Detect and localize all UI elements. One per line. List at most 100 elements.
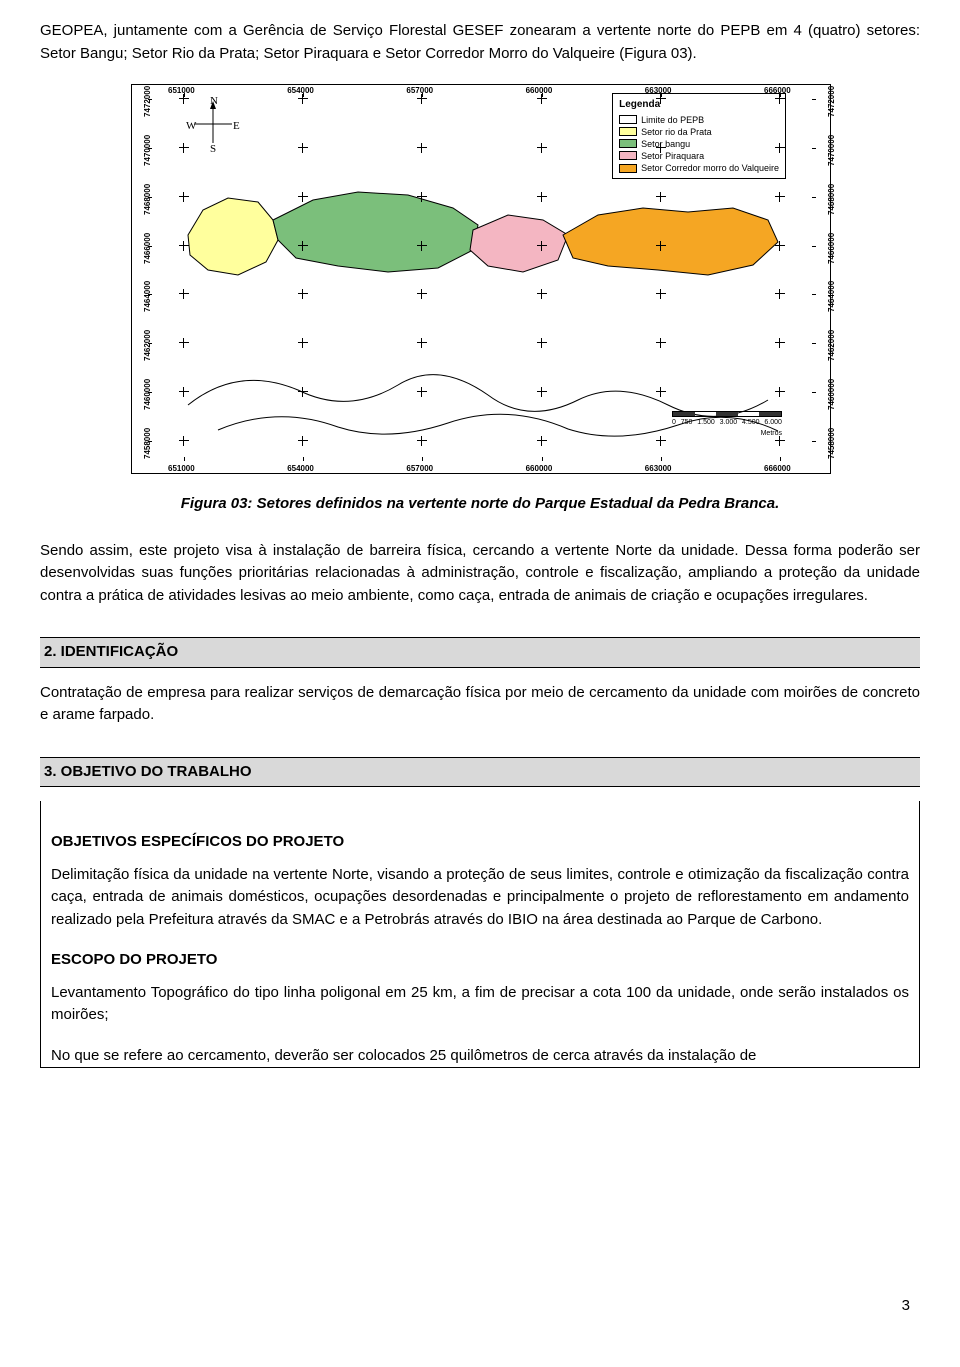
y-tick-label: 7468000 [826, 184, 838, 215]
x-tick-label: 663000 [645, 463, 672, 475]
scale-label: 6.000 [764, 418, 782, 429]
grid-cross [537, 143, 547, 153]
grid-cross [775, 289, 785, 299]
scale-label: 4.500 [742, 418, 760, 429]
grid-cross [537, 436, 547, 446]
grid-cross [298, 387, 308, 397]
grid-cross [417, 436, 427, 446]
legend-label: Setor Piraquara [641, 150, 704, 162]
scale-unit: Metros [672, 429, 782, 440]
zoning-shapes [178, 180, 788, 290]
scale-label: 3.000 [720, 418, 738, 429]
legend-item: Setor Piraquara [619, 150, 779, 162]
y-tick-label: 7466000 [142, 232, 154, 263]
section-3-p3: No que se refere ao cercamento, deverão … [51, 1045, 909, 1068]
grid-cross [298, 289, 308, 299]
grid-cross [179, 387, 189, 397]
section-3-p1: Delimitação física da unidade na vertent… [51, 864, 909, 932]
y-tick-label: 7472000 [826, 86, 838, 117]
y-tick-label: 7470000 [142, 135, 154, 166]
page-number: 3 [902, 1295, 910, 1318]
legend-item: Setor Corredor morro do Valqueire [619, 162, 779, 174]
grid-cross [537, 192, 547, 202]
y-tick-label: 7462000 [826, 330, 838, 361]
grid-cross [656, 338, 666, 348]
grid-cross [656, 436, 666, 446]
grid-cross [179, 289, 189, 299]
grid-cross [537, 387, 547, 397]
y-tick-label: 7468000 [142, 184, 154, 215]
grid-cross [179, 143, 189, 153]
x-tick-label: 666000 [764, 463, 791, 475]
legend-swatch [619, 164, 637, 173]
y-tick-label: 7470000 [826, 135, 838, 166]
intro-paragraph: GEOPEA, juntamente com a Gerência de Ser… [40, 20, 920, 65]
legend-item: Setor rio da Prata [619, 126, 779, 138]
compass-e: E [233, 118, 240, 135]
grid-cross [775, 436, 785, 446]
grid-cross [775, 192, 785, 202]
section-3-sub1: OBJETIVOS ESPECÍFICOS DO PROJETO [51, 831, 909, 854]
x-tick-label: 657000 [406, 463, 433, 475]
grid-cross [775, 338, 785, 348]
legend-swatch [619, 127, 637, 136]
legend-swatch [619, 139, 637, 148]
section-3-sub2: ESCOPO DO PROJETO [51, 949, 909, 972]
legend-label: Setor rio da Prata [641, 126, 712, 138]
compass-w: W [186, 118, 196, 135]
grid-cross [417, 289, 427, 299]
legend-label: Limite do PEPB [641, 114, 704, 126]
grid-cross [417, 192, 427, 202]
grid-cross [179, 241, 189, 251]
legend-swatch [619, 151, 637, 160]
compass-rose: N E S W [188, 99, 238, 149]
section-3-p2: Levantamento Topográfico do tipo linha p… [51, 982, 909, 1027]
legend-label: Setor Corredor morro do Valqueire [641, 162, 779, 174]
x-tick-label: 657000 [406, 85, 433, 97]
grid-cross [656, 241, 666, 251]
grid-cross [775, 387, 785, 397]
section-3-heading: 3. OBJETIVO DO TRABALHO [40, 757, 920, 788]
grid-cross [179, 338, 189, 348]
x-tick-label: 660000 [526, 463, 553, 475]
grid-cross [656, 387, 666, 397]
scale-bar: 0 750 1.500 3.000 4.500 6.000 Metros [672, 411, 782, 439]
grid-cross [537, 338, 547, 348]
legend-swatch [619, 115, 637, 124]
grid-cross [537, 289, 547, 299]
y-tick-label: 7460000 [826, 379, 838, 410]
post-figure-paragraph: Sendo assim, este projeto visa à instala… [40, 540, 920, 608]
grid-cross [537, 241, 547, 251]
grid-cross [298, 143, 308, 153]
grid-cross [417, 143, 427, 153]
x-tick-label: 654000 [287, 85, 314, 97]
map-inner: N E S W Legenda Limite do PEPB Setor rio… [131, 84, 831, 474]
compass-s: S [210, 141, 216, 158]
grid-cross [775, 241, 785, 251]
map-legend: Legenda Limite do PEPB Setor rio da Prat… [612, 93, 786, 179]
grid-cross [179, 436, 189, 446]
y-tick-label: 7462000 [142, 330, 154, 361]
page: GEOPEA, juntamente com a Gerência de Ser… [40, 20, 920, 1327]
grid-cross [179, 192, 189, 202]
grid-cross [298, 436, 308, 446]
y-tick-label: 7472000 [142, 86, 154, 117]
scale-label: 1.500 [697, 418, 715, 429]
grid-cross [298, 338, 308, 348]
figure-03-map: N E S W Legenda Limite do PEPB Setor rio… [130, 83, 830, 475]
y-tick-label: 7458000 [142, 428, 154, 459]
grid-cross [417, 338, 427, 348]
grid-cross [298, 241, 308, 251]
grid-cross [656, 143, 666, 153]
scale-label: 0 [672, 418, 676, 429]
grid-cross [417, 241, 427, 251]
section-2-heading: 2. IDENTIFICAÇÃO [40, 637, 920, 668]
x-tick-label: 666000 [764, 85, 791, 97]
section-2-paragraph: Contratação de empresa para realizar ser… [40, 682, 920, 727]
legend-title: Legenda [619, 98, 779, 112]
y-tick-label: 7458000 [826, 428, 838, 459]
compass-n: N [210, 93, 218, 110]
section-3-box: OBJETIVOS ESPECÍFICOS DO PROJETO Delimit… [40, 801, 920, 1068]
figure-caption: Figura 03: Setores definidos na vertente… [40, 493, 920, 516]
x-tick-label: 654000 [287, 463, 314, 475]
